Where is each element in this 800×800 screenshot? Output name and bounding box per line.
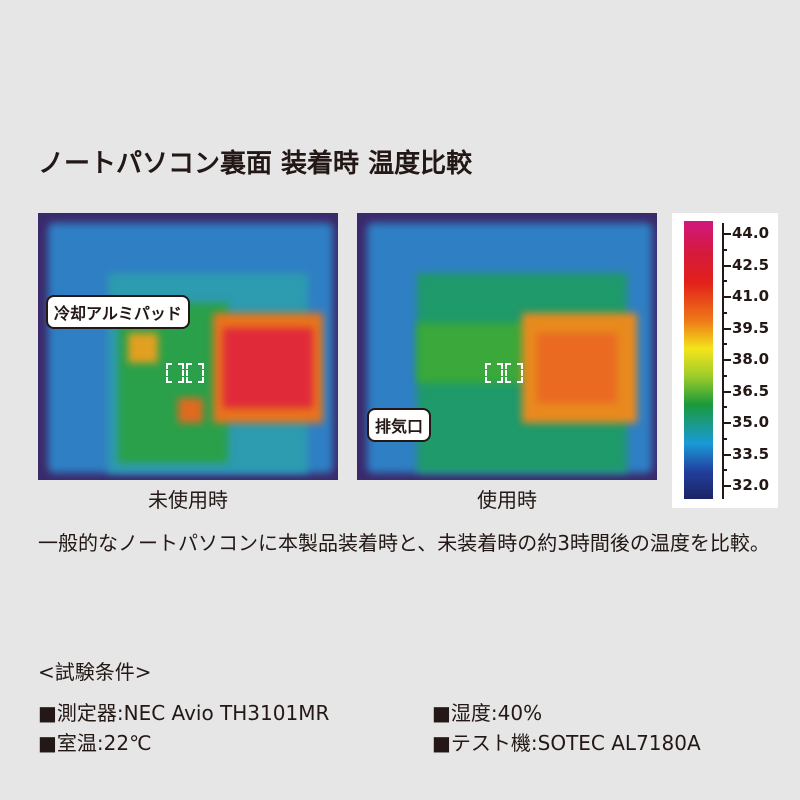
scale-tick	[722, 485, 731, 487]
scale-minor-tick	[722, 280, 727, 283]
scale-minor-tick	[722, 374, 727, 377]
scale-tick-label: 32.0	[732, 476, 770, 494]
scale-minor-tick	[722, 311, 727, 314]
scale-tick	[722, 296, 731, 298]
scale-minor-tick	[722, 406, 727, 409]
scale-minor-tick	[722, 437, 727, 440]
condition-instrument: ■測定器:NEC Avio TH3101MR	[38, 701, 330, 725]
scale-minor-tick	[722, 248, 727, 251]
scale-tick-label: 35.0	[732, 413, 770, 431]
condition-humidity: ■湿度:40%	[432, 701, 543, 725]
scale-tick-label: 38.0	[732, 350, 770, 368]
scale-minor-tick	[722, 343, 727, 346]
temperature-scale: 44.0 42.5 41.0 39.5 38.0 36.5 35.0 33.5 32.0	[672, 213, 778, 508]
scale-tick-label: 36.5	[732, 381, 770, 400]
scale-axis	[722, 223, 724, 499]
cooling-pad-callout: 冷却アルミパッド	[46, 295, 190, 329]
page-title: ノートパソコン裏面 装着時 温度比較	[38, 149, 473, 179]
scale-tick	[722, 453, 731, 456]
scale-tick	[722, 422, 731, 424]
caption-with-pad: 使用時	[477, 488, 537, 512]
caption-without-pad: 未使用時	[148, 488, 228, 512]
scale-tick	[722, 233, 731, 235]
thermal-image-without-pad: 冷却アルミパッド	[38, 213, 338, 480]
scale-tick	[722, 390, 731, 393]
thermal-image-with-pad: 排気口	[357, 213, 657, 480]
scale-minor-tick	[722, 469, 727, 472]
scale-tick-label: 33.5	[732, 444, 770, 463]
scale-tick	[722, 359, 731, 361]
exhaust-vent-callout: 排気口	[367, 408, 432, 442]
scale-tick-label: 41.0	[732, 287, 770, 305]
condition-test-machine: ■テスト機:SOTEC AL7180A	[432, 731, 701, 755]
description: 一般的なノートパソコンに本製品装着時と、未装着時の約3時間後の温度を比較。	[38, 531, 770, 555]
conditions-heading: <試験条件>	[38, 660, 152, 684]
scale-tick	[722, 264, 731, 267]
scale-tick-label: 39.5	[732, 318, 770, 337]
scale-tick	[722, 327, 731, 330]
condition-room-temp: ■室温:22℃	[38, 731, 152, 755]
scale-tick-label: 42.5	[732, 255, 770, 274]
color-bar	[684, 221, 713, 499]
scale-tick-label: 44.0	[732, 224, 770, 242]
